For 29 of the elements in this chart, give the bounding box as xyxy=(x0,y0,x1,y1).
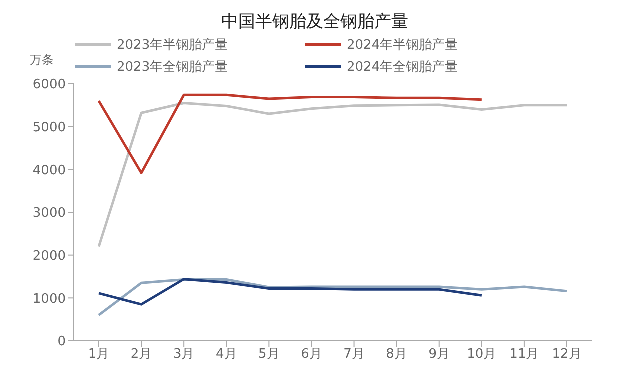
legend-label: 2024年半钢胎产量 xyxy=(347,37,458,54)
y-tick-label: 2000 xyxy=(32,248,66,264)
x-tick-label: 2月 xyxy=(130,347,152,362)
y-tick-label: 6000 xyxy=(32,78,66,93)
x-tick-label: 1月 xyxy=(88,347,110,362)
line-series xyxy=(98,278,484,306)
x-tick-label: 10月 xyxy=(467,347,497,362)
y-tick-label: 1000 xyxy=(32,292,66,307)
x-tick-label: 7月 xyxy=(344,347,365,362)
x-tick-label: 5月 xyxy=(258,347,280,362)
y-tick-label: 3000 xyxy=(32,206,66,222)
y-tick-label: 4000 xyxy=(32,163,66,178)
y-tick-label: 0 xyxy=(58,334,66,350)
x-tick-label: 11月 xyxy=(510,347,540,362)
line-series xyxy=(98,94,484,174)
x-tick-label: 9月 xyxy=(428,347,450,362)
legend-label: 2023年半钢胎产量 xyxy=(117,37,228,54)
y-axis-title: 万条 xyxy=(30,52,54,69)
line-series xyxy=(98,102,568,248)
x-tick-label: 8月 xyxy=(386,347,408,362)
x-tick-label: 3月 xyxy=(173,347,195,362)
legend-label: 2023年全钢胎产量 xyxy=(117,59,228,76)
y-tick-label: 5000 xyxy=(32,120,66,136)
legend-label: 2024年全钢胎产量 xyxy=(347,59,458,76)
x-tick-label: 6月 xyxy=(301,347,322,362)
chart-title: 中国半钢胎及全钢胎产量 xyxy=(220,11,410,34)
x-tick-label: 4月 xyxy=(216,347,238,362)
line-series xyxy=(98,278,568,317)
x-tick-label: 12月 xyxy=(552,347,582,362)
